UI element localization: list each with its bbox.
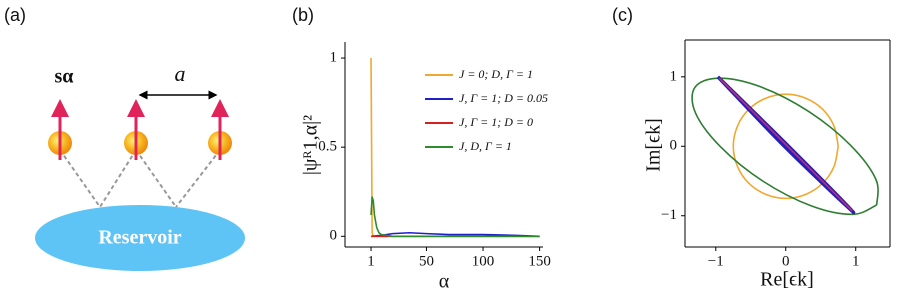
y-axis-label: Im[ϵk] bbox=[643, 118, 665, 172]
y-tick-label: 0 bbox=[670, 138, 678, 154]
x-tick-label: 100 bbox=[472, 253, 495, 269]
diagram: Reservoir sα a bbox=[35, 61, 245, 271]
series-line bbox=[370, 58, 540, 238]
legend-label: J = 0; D, Γ = 1 bbox=[459, 67, 533, 81]
x-tick-label: 1 bbox=[852, 253, 860, 269]
x-tick-label: 50 bbox=[419, 253, 434, 269]
panel-label: (c) bbox=[612, 5, 633, 25]
x-axis-label: Re[ϵk] bbox=[760, 269, 814, 291]
spacing-label: a bbox=[175, 61, 186, 86]
series-line bbox=[718, 77, 853, 212]
y-tick-label: 0.5 bbox=[318, 139, 337, 155]
x-tick-label: 1 bbox=[367, 253, 375, 269]
reservoir-label: Reservoir bbox=[98, 227, 181, 249]
legend-label: J, D, Γ = 1 bbox=[459, 139, 512, 153]
series-line bbox=[691, 77, 879, 216]
reservoir bbox=[35, 205, 245, 271]
y-tick-label: 0 bbox=[330, 228, 338, 244]
y-tick-label: 1 bbox=[670, 68, 678, 84]
panel-label: (b) bbox=[292, 5, 314, 25]
legend-label: J, Γ = 1; D = 0.05 bbox=[459, 91, 548, 105]
series-line bbox=[370, 196, 540, 238]
y-tick-label: 1 bbox=[330, 49, 338, 65]
legend-label: J, Γ = 1; D = 0 bbox=[459, 115, 533, 129]
y-axis-label: |ψᴿ1,α|² bbox=[300, 115, 322, 175]
x-axis-label: α bbox=[439, 271, 450, 293]
couplings bbox=[59, 149, 221, 208]
x-tick-label: 150 bbox=[528, 253, 551, 269]
x-tick-label: 0 bbox=[782, 253, 790, 269]
spins bbox=[48, 99, 232, 160]
spin-label: sα bbox=[55, 66, 74, 88]
x-tick-label: −1 bbox=[708, 253, 724, 269]
y-tick-label: −1 bbox=[661, 207, 677, 223]
series-line bbox=[732, 93, 840, 200]
panel-label: (a) bbox=[4, 5, 26, 25]
